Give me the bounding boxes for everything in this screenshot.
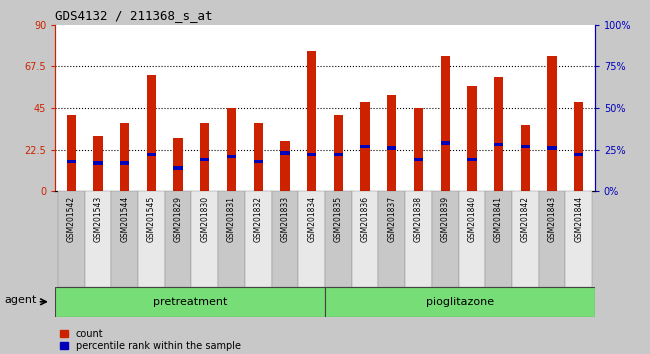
Text: GSM201543: GSM201543 [94,196,103,242]
Bar [138,191,164,287]
Bar [307,153,317,156]
Bar [227,155,236,158]
Bar [387,146,396,149]
Bar [111,191,138,287]
Bar [494,143,503,146]
Text: GSM201837: GSM201837 [387,196,396,242]
Text: GSM201843: GSM201843 [547,196,556,242]
Bar [441,56,450,191]
Bar [405,191,432,287]
Bar [66,115,76,191]
Bar [84,191,111,287]
Legend: count, percentile rank within the sample: count, percentile rank within the sample [60,329,240,351]
Text: GSM201835: GSM201835 [334,196,343,242]
Bar [280,151,290,155]
Bar [387,95,396,191]
Bar [414,158,423,161]
Bar [521,144,530,148]
Bar [218,191,245,287]
Bar [120,161,129,165]
Text: GSM201832: GSM201832 [254,196,263,242]
Bar [547,146,556,149]
Bar [227,108,236,191]
Text: GDS4132 / 211368_s_at: GDS4132 / 211368_s_at [55,9,213,22]
Bar [360,144,370,148]
Bar [325,287,595,317]
Bar [58,191,84,287]
Bar [574,102,584,191]
Bar [307,51,317,191]
Bar [539,191,566,287]
Bar [164,191,192,287]
Text: GSM201842: GSM201842 [521,196,530,242]
Text: GSM201839: GSM201839 [441,196,450,242]
Bar [254,160,263,163]
Text: pretreatment: pretreatment [153,297,228,307]
Bar [486,191,512,287]
Text: GSM201830: GSM201830 [200,196,209,242]
Bar [333,153,343,156]
Bar [352,191,378,287]
Bar [174,138,183,191]
Text: pioglitazone: pioglitazone [426,297,494,307]
Text: GSM201829: GSM201829 [174,196,183,242]
Bar [547,56,556,191]
Text: agent: agent [5,295,37,305]
Bar [147,153,156,156]
Bar [280,141,290,191]
Text: GSM201840: GSM201840 [467,196,476,242]
Text: GSM201834: GSM201834 [307,196,316,242]
Bar [512,191,539,287]
Bar [200,123,209,191]
Bar [574,153,584,156]
Bar [272,191,298,287]
Bar [333,115,343,191]
Bar [432,191,458,287]
Bar [467,86,476,191]
Bar [120,123,129,191]
Bar [192,191,218,287]
Bar [325,191,352,287]
Text: GSM201544: GSM201544 [120,196,129,242]
Bar [55,287,325,317]
Bar [441,141,450,144]
Bar [147,75,156,191]
Bar [378,191,405,287]
Bar [521,125,530,191]
Text: GSM201836: GSM201836 [361,196,370,242]
Bar [566,191,592,287]
Text: GSM201833: GSM201833 [280,196,289,242]
Text: GSM201844: GSM201844 [574,196,583,242]
Bar [467,158,476,161]
Bar [254,123,263,191]
Bar [94,136,103,191]
Bar [200,158,209,161]
Bar [414,108,423,191]
Bar [360,102,370,191]
Bar [174,166,183,170]
Text: GSM201542: GSM201542 [67,196,76,242]
Bar [94,161,103,165]
Text: GSM201831: GSM201831 [227,196,236,242]
Bar [494,76,503,191]
Bar [66,160,76,163]
Bar [298,191,325,287]
Bar [458,191,486,287]
Text: GSM201841: GSM201841 [494,196,503,242]
Text: GSM201838: GSM201838 [414,196,423,242]
Text: GSM201545: GSM201545 [147,196,156,242]
Bar [245,191,272,287]
